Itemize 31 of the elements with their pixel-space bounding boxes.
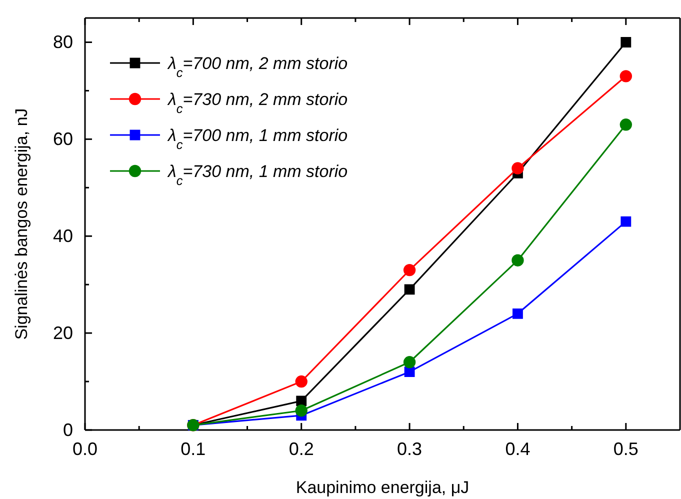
point [620, 216, 632, 227]
point [403, 356, 416, 368]
y-tick-label: 0 [62, 420, 73, 440]
point [512, 162, 524, 174]
y-tick-label: 60 [52, 128, 73, 149]
legend-label: λ$_{c}$=730 nm, 2 mm storio [167, 90, 348, 116]
point [295, 375, 308, 388]
x-tick-label: 0.4 [505, 438, 530, 459]
point [620, 118, 632, 131]
y-axis-title: Signalinės bangos energija, nJ [12, 108, 31, 340]
point [296, 396, 307, 406]
x-axis-title: Kaupinimo energija, μJ [296, 478, 470, 497]
x-tick-label: 0.1 [180, 438, 206, 459]
point [512, 308, 523, 319]
point [404, 366, 415, 378]
legend-label: λ$_{c}$=730 nm, 1 mm storio [167, 162, 348, 188]
x-tick-label: 0.0 [72, 438, 98, 459]
legend-label: λ$_{c}$=700 nm, 1 mm storio [167, 126, 348, 152]
y-tick-label: 80 [52, 32, 73, 52]
legend-label: λ$_{c}$=700 nm, 2 mm storio [167, 54, 348, 80]
x-tick-label: 0.3 [397, 438, 422, 459]
point [620, 70, 632, 82]
point [404, 284, 415, 295]
y-tick-label: 20 [52, 322, 73, 343]
point [295, 404, 308, 417]
x-tick-label: 0.2 [288, 438, 314, 459]
y-tick-label: 40 [52, 226, 73, 246]
point [403, 264, 416, 276]
point [620, 37, 632, 48]
x-tick-label: 0.5 [613, 438, 638, 459]
point [512, 254, 524, 266]
